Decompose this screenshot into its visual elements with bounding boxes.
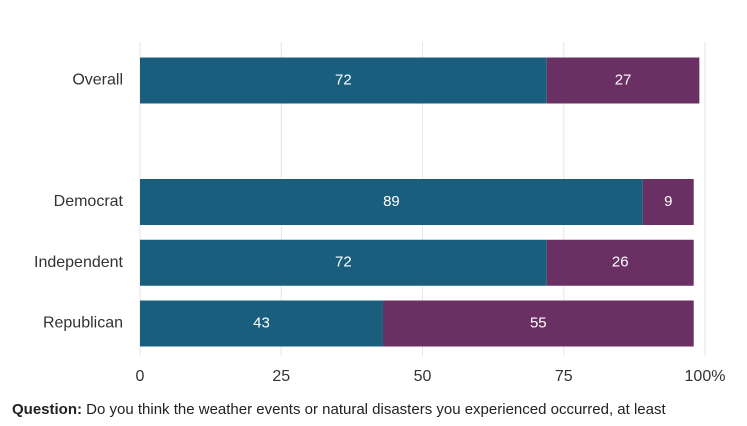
value-label: 72 xyxy=(335,71,352,88)
x-tick-label: 50 xyxy=(414,368,432,385)
bar-segment xyxy=(546,57,700,104)
x-tick-label: 75 xyxy=(555,368,573,385)
note-text: Do you think the weather events or natur… xyxy=(86,401,666,418)
value-label: 26 xyxy=(612,254,629,271)
value-label: 55 xyxy=(530,314,547,331)
value-label: 89 xyxy=(383,193,400,210)
x-tick-label: 100% xyxy=(685,368,726,385)
bar-segment xyxy=(140,239,547,286)
bar-segment xyxy=(546,239,694,286)
value-label: 9 xyxy=(664,193,672,210)
y-tick-label: Democrat xyxy=(54,193,124,210)
note: Question: Do you think the weather event… xyxy=(12,401,666,418)
bar-segment xyxy=(140,300,383,347)
y-tick-label: Independent xyxy=(34,254,124,271)
value-label: 43 xyxy=(253,314,270,331)
bar-segment xyxy=(140,57,547,104)
value-label: 72 xyxy=(335,254,352,271)
note-label: Question: xyxy=(12,401,82,418)
bar-segment xyxy=(642,179,694,225)
bar-segment xyxy=(382,300,694,347)
value-label: 27 xyxy=(615,71,632,88)
y-tick-label: Overall xyxy=(72,72,123,89)
y-tick-label: Republican xyxy=(43,315,123,332)
x-tick-label: 25 xyxy=(272,368,290,385)
x-tick-label: 0 xyxy=(136,368,145,385)
bar-segment xyxy=(140,179,643,225)
